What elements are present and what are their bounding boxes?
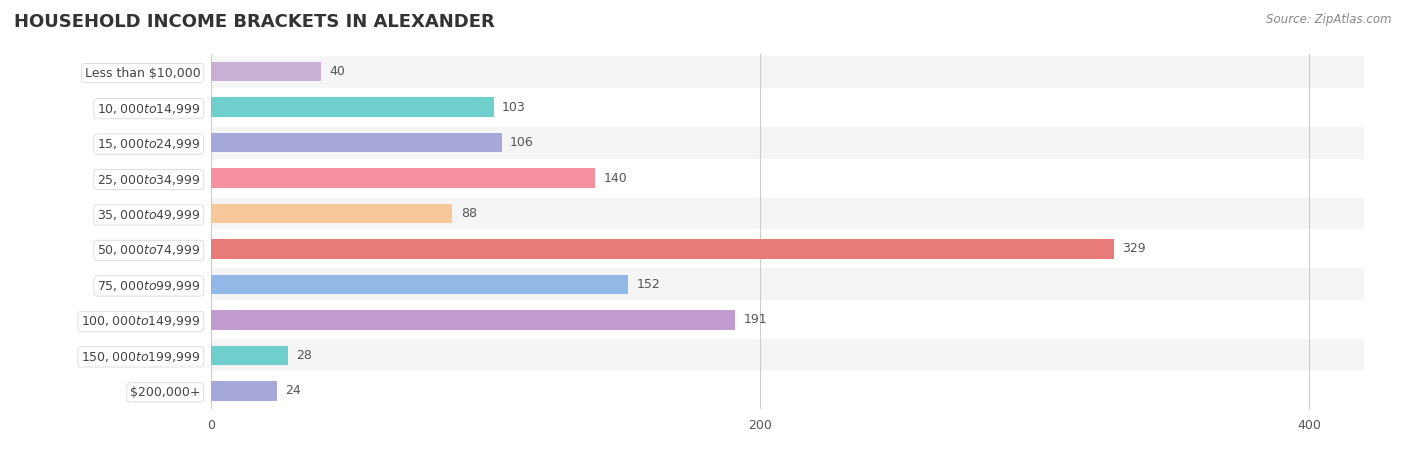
Text: 24: 24 [285, 384, 301, 397]
Bar [211, 275, 628, 294]
Bar [211, 310, 735, 330]
Bar [211, 204, 453, 223]
Text: 140: 140 [603, 172, 627, 185]
Bar [211, 381, 277, 401]
Bar [211, 97, 494, 117]
Text: 329: 329 [1122, 242, 1146, 255]
Bar [211, 56, 1364, 88]
Bar [211, 346, 288, 365]
Bar [211, 239, 1114, 259]
Text: 88: 88 [461, 207, 477, 220]
Text: 103: 103 [502, 101, 526, 114]
Text: 152: 152 [637, 278, 661, 291]
Bar [211, 162, 1364, 194]
Bar [211, 304, 1364, 336]
Text: Source: ZipAtlas.com: Source: ZipAtlas.com [1267, 13, 1392, 26]
Bar [211, 375, 1364, 407]
Text: 40: 40 [329, 65, 344, 78]
Text: 191: 191 [744, 313, 768, 326]
Text: 28: 28 [297, 349, 312, 362]
Bar [211, 269, 1364, 300]
Bar [211, 198, 1364, 229]
Bar [211, 91, 1364, 123]
Bar [211, 127, 1364, 158]
Text: 106: 106 [510, 136, 534, 149]
Bar [211, 168, 595, 188]
Text: HOUSEHOLD INCOME BRACKETS IN ALEXANDER: HOUSEHOLD INCOME BRACKETS IN ALEXANDER [14, 13, 495, 31]
Bar [211, 339, 1364, 371]
Bar [211, 233, 1364, 265]
Bar [211, 62, 321, 81]
Bar [211, 133, 502, 152]
